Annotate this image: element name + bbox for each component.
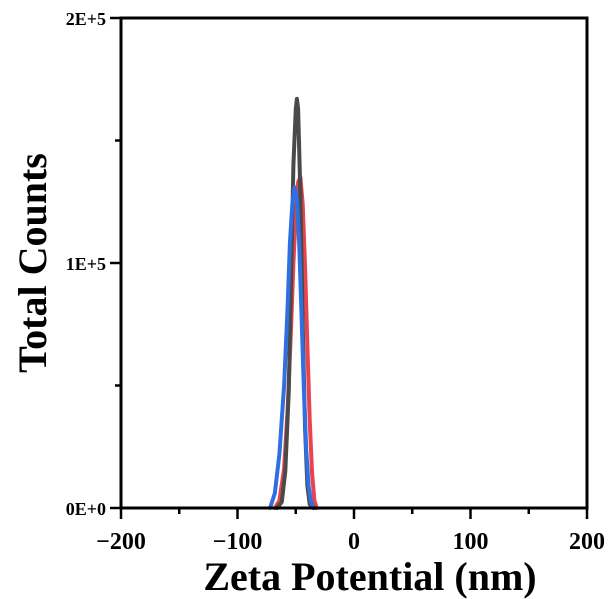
y-tick-label: 0E+0: [66, 499, 106, 519]
x-tick-label: 200: [569, 529, 605, 555]
y-tick-label: 1E+5: [66, 254, 106, 274]
plot-frame: [119, 16, 589, 510]
x-axis-ticks: −200 −100 0 100 200: [96, 508, 605, 555]
x-tick-label: −100: [213, 529, 263, 555]
x-tick-label: 0: [348, 529, 360, 555]
y-tick-label: 2E+5: [66, 9, 106, 29]
series-line-1: [272, 175, 319, 510]
x-tick-label: −200: [96, 529, 146, 555]
x-axis-title: Zeta Potential (nm): [203, 554, 536, 599]
y-axis-ticks: 0E+0 1E+5 2E+5: [66, 9, 121, 519]
series-line-3: [268, 185, 318, 510]
y-axis-title: Total Counts: [10, 153, 55, 373]
plot-lines: [268, 96, 319, 510]
x-tick-label: 100: [453, 529, 489, 555]
